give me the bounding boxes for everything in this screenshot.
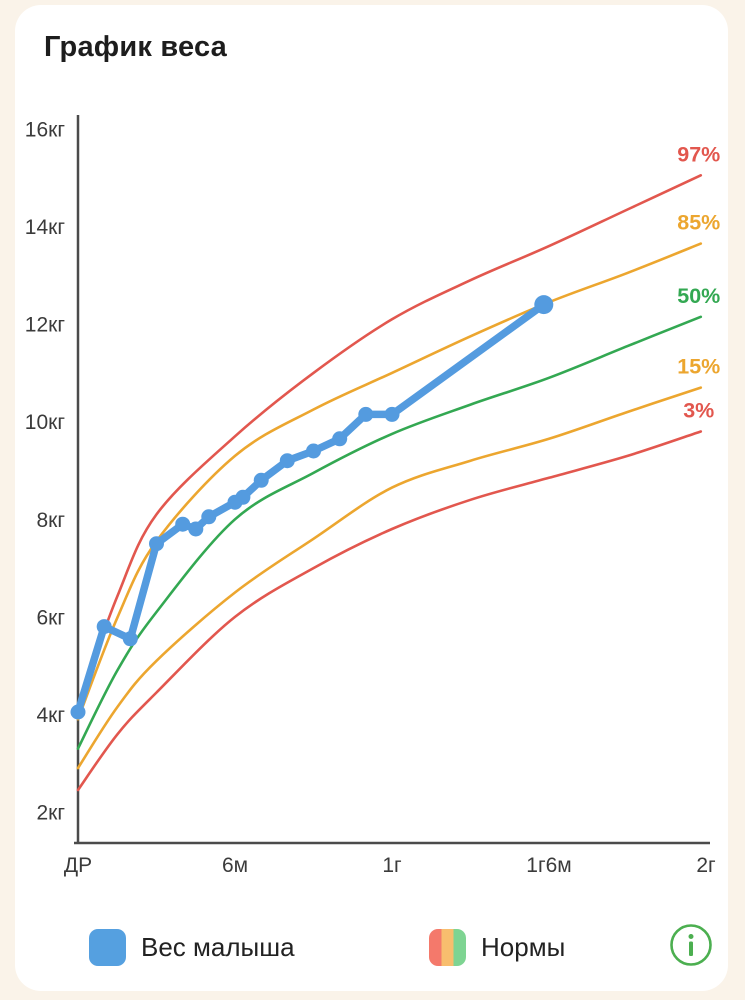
baby-weight-point xyxy=(149,536,164,552)
x-axis-tick-label: ДР xyxy=(64,854,92,877)
baby-weight-point xyxy=(175,516,191,532)
baby-weight-point xyxy=(332,431,348,447)
percentile-label-15: 15% xyxy=(677,355,720,379)
legend-item-baby-weight: Вес малыша xyxy=(89,927,295,967)
info-icon xyxy=(670,924,712,966)
y-axis-tick-label: 10кг xyxy=(25,411,66,434)
y-axis-tick-label: 12кг xyxy=(25,314,66,337)
y-axis-tick-label: 16кг xyxy=(25,118,66,141)
percentile-curve-97 xyxy=(76,174,703,706)
percentile-label-50: 50% xyxy=(677,284,720,308)
baby-weight-point xyxy=(384,406,400,422)
norms-swatch-icon xyxy=(429,928,466,966)
legend-label-norms: Нормы xyxy=(481,931,566,962)
baby-weight-point xyxy=(279,453,295,469)
percentile-curve-85 xyxy=(76,242,703,721)
baby-weight-point xyxy=(96,619,112,635)
baby-weight-point xyxy=(306,443,321,459)
baby-weight-point xyxy=(70,704,86,720)
axis-lines xyxy=(74,115,710,845)
info-button[interactable] xyxy=(668,922,714,968)
percentile-curve-3 xyxy=(76,430,703,792)
weight-chart-card: График веса 2кг 4кг 6кг 8кг 10кг 12кг 14кг 16кг… xyxy=(15,5,728,991)
baby-weight-point xyxy=(188,521,204,537)
baby-weight-point xyxy=(201,509,217,525)
baby-weight-point xyxy=(122,631,138,647)
x-axis-tick-label: 1г xyxy=(382,854,402,877)
weight-chart: 2кг 4кг 6кг 8кг 10кг 12кг 14кг 16кг ДР 6м 1г 1г6м 2г… xyxy=(25,115,720,877)
percentile-curve-15 xyxy=(76,386,703,770)
baby-weight-point xyxy=(253,472,269,488)
y-axis-tick-label: 4кг xyxy=(36,704,65,727)
baby-weight-point xyxy=(235,489,251,505)
y-axis-tick-label: 2кг xyxy=(36,802,65,825)
x-axis-tick-label: 2г xyxy=(696,854,716,877)
baby-weight-line xyxy=(74,300,548,716)
legend-label-baby-weight: Вес малыша xyxy=(141,931,295,962)
x-axis-tick-label: 6м xyxy=(222,854,248,877)
y-axis-tick-label: 8кг xyxy=(36,509,65,532)
page-title: График веса xyxy=(44,31,227,63)
y-axis-tick-label: 14кг xyxy=(25,216,66,239)
percentile-label-3: 3% xyxy=(683,398,714,422)
percentile-label-85: 85% xyxy=(677,211,720,235)
baby-weight-point xyxy=(358,406,374,422)
chart-legend: Вес малыша Нормы xyxy=(15,924,728,970)
x-axis-tick-label: 1г6м xyxy=(526,854,571,877)
y-axis-tick-label: 6кг xyxy=(36,606,65,629)
legend-item-norms: Нормы xyxy=(429,927,565,967)
percentile-label-97: 97% xyxy=(677,142,720,166)
baby-weight-point xyxy=(534,295,554,315)
baby-weight-swatch-icon xyxy=(89,928,126,966)
